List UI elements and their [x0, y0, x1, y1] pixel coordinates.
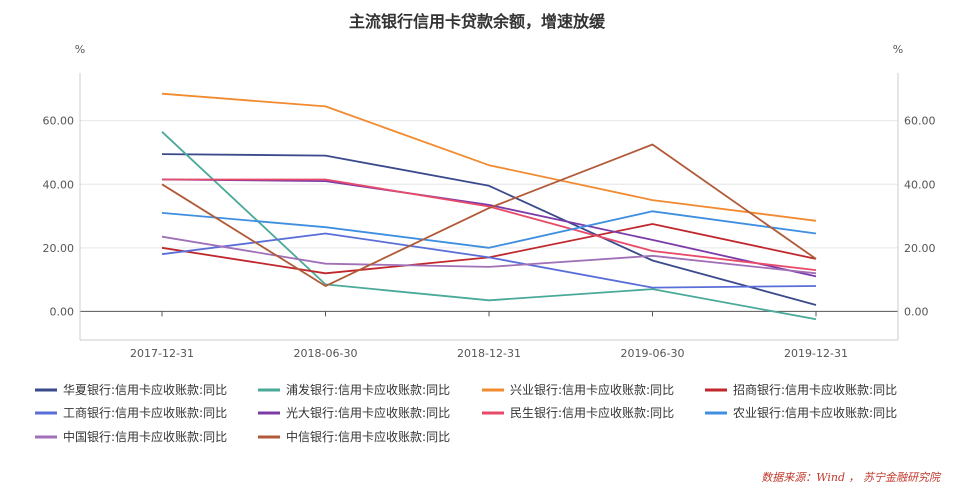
chart-title: 主流银行信用卡贷款余额，增速放缓 — [349, 12, 606, 31]
legend-item[interactable]: 兴业银行:信用卡应收账款:同比 — [482, 382, 674, 397]
legend-label: 中信银行:信用卡应收账款:同比 — [286, 429, 450, 444]
series-line-7 — [162, 178, 817, 271]
x-tick-label: 2018-12-31 — [457, 347, 521, 360]
series-line-6 — [161, 178, 817, 278]
legend-label: 民生银行:信用卡应收账款:同比 — [510, 405, 674, 420]
series-line-9 — [161, 235, 817, 275]
x-tick-label: 2019-12-31 — [784, 347, 848, 360]
legend-label: 中国银行:信用卡应收账款:同比 — [63, 429, 227, 444]
y-tick-label-left: 20.00 — [43, 242, 75, 255]
y-tick-label-right: 20.00 — [904, 242, 936, 255]
legend-label: 工商银行:信用卡应收账款:同比 — [63, 405, 227, 420]
series-line-8 — [161, 210, 817, 249]
y-tick-label-right: 0.00 — [904, 305, 929, 318]
y-tick-label-left: 0.00 — [50, 305, 75, 318]
legend-item[interactable]: 华夏银行:信用卡应收账款:同比 — [35, 382, 227, 397]
legend-item[interactable]: 民生银行:信用卡应收账款:同比 — [482, 405, 674, 420]
y-tick-label-left: 40.00 — [43, 178, 75, 191]
x-tick-label: 2017-12-31 — [130, 347, 194, 360]
source-note: 数据来源：Wind ， 苏宁金融研究院 — [761, 471, 942, 484]
legend-item[interactable]: 中信银行:信用卡应收账款:同比 — [258, 429, 450, 444]
series-line-1 — [161, 153, 817, 306]
y-axis-unit-left: % — [75, 43, 85, 56]
y-axis-unit-right: % — [893, 43, 903, 56]
y-tick-label-right: 40.00 — [904, 178, 936, 191]
legend: 华夏银行:信用卡应收账款:同比 浦发银行:信用卡应收账款:同比 兴业银行:信用卡应收… — [35, 382, 897, 444]
legend-item[interactable]: 农业银行:信用卡应收账款:同比 — [705, 405, 897, 420]
y-tick-label-right: 60.00 — [904, 115, 936, 128]
series-line-3 — [161, 92, 817, 222]
x-tick-label: 2019-06-30 — [621, 347, 685, 360]
legend-label: 兴业银行:信用卡应收账款:同比 — [510, 382, 674, 397]
legend-label: 浦发银行:信用卡应收账款:同比 — [286, 382, 450, 397]
series-line-2 — [161, 131, 817, 321]
axis-layer: 0.00 0.00 20.00 20.00 40.00 40.00 60.00 60.00 20… — [43, 73, 936, 360]
y-tick-label-left: 60.00 — [43, 115, 75, 128]
legend-label: 农业银行:信用卡应收账款:同比 — [733, 405, 897, 420]
legend-label: 光大银行:信用卡应收账款:同比 — [286, 405, 450, 420]
legend-label: 招商银行:信用卡应收账款:同比 — [733, 382, 897, 397]
series-layer — [161, 92, 817, 321]
x-tick-label: 2018-06-30 — [294, 347, 358, 360]
legend-item[interactable]: 光大银行:信用卡应收账款:同比 — [258, 405, 450, 420]
legend-item[interactable]: 招商银行:信用卡应收账款:同比 — [705, 382, 897, 397]
series-line-5 — [161, 232, 817, 289]
legend-item[interactable]: 浦发银行:信用卡应收账款:同比 — [258, 382, 450, 397]
legend-label: 华夏银行:信用卡应收账款:同比 — [63, 382, 227, 397]
legend-item[interactable]: 中国银行:信用卡应收账款:同比 — [35, 429, 227, 444]
series-line-10 — [161, 143, 817, 287]
legend-item[interactable]: 工商银行:信用卡应收账款:同比 — [35, 405, 227, 420]
